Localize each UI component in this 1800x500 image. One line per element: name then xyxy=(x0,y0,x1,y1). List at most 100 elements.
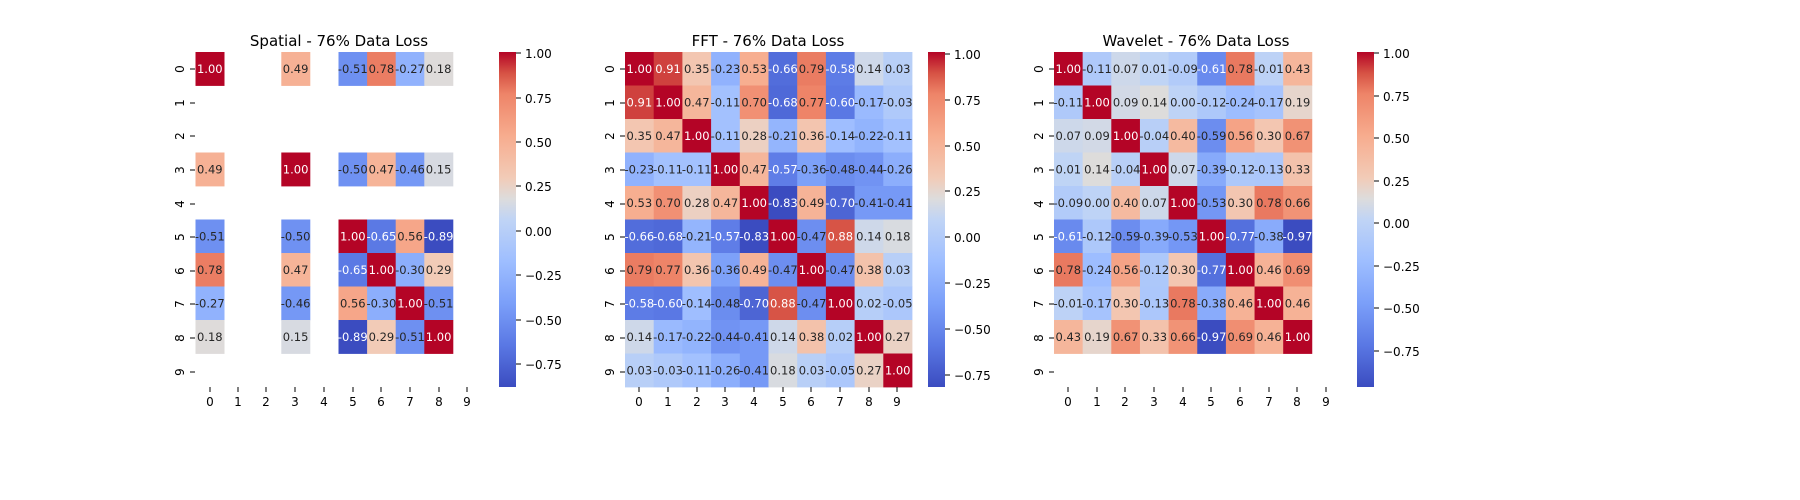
colorbar-tick-label: 0.50 xyxy=(1383,132,1410,146)
heatmap-cell xyxy=(1111,219,1141,254)
heatmap-cell xyxy=(797,320,827,354)
heatmap-cell xyxy=(711,52,741,86)
heatmap-cell xyxy=(825,186,855,220)
x-tick-label: 2 xyxy=(693,395,701,409)
heatmap-cell-label: 0.49 xyxy=(741,263,767,277)
colorbar-tick-label: −0.50 xyxy=(954,323,991,337)
y-tick-label: 5 xyxy=(1032,233,1046,241)
x-tick-label: 3 xyxy=(291,395,299,409)
heatmap-cell-label: 1.00 xyxy=(1084,95,1110,109)
heatmap-cell-label: 0.53 xyxy=(627,196,653,210)
heatmap-cell xyxy=(653,219,683,254)
heatmap-cell-label: 0.33 xyxy=(1285,162,1311,176)
colorbar: 1.00 0.75 0.50 0.25 0.00 −0.25 −0.50 −0.… xyxy=(499,47,562,387)
heatmap-cell xyxy=(281,219,311,254)
x-tick-label: 0 xyxy=(206,395,214,409)
colorbar-tick-label: −0.50 xyxy=(1383,302,1420,316)
heatmap-cell xyxy=(1254,152,1284,187)
heatmap-cell xyxy=(1054,119,1084,153)
heatmap-cell-label: -0.17 xyxy=(1082,296,1112,310)
heatmap-cell-label: -0.51 xyxy=(338,62,368,76)
heatmap-cell-label: -0.38 xyxy=(1254,229,1284,243)
heatmap-cell-label: 0.47 xyxy=(684,95,710,109)
heatmap-cell-label: 1.00 xyxy=(799,263,825,277)
heatmap-cells: 1.00 0.49 -0.51 0.78 -0.27 0.180.49 1.00 -0.50 0… xyxy=(195,52,454,354)
heatmap-cell-label: -0.26 xyxy=(711,363,741,377)
heatmap-cell-label: 1.00 xyxy=(369,263,395,277)
heatmap-cell xyxy=(1082,119,1112,153)
heatmap-cell xyxy=(1283,253,1313,287)
heatmap-cell-label: -0.23 xyxy=(711,62,741,76)
heatmap-cell-label: -0.97 xyxy=(1197,330,1227,344)
heatmap-cell-label: -0.14 xyxy=(825,129,855,143)
heatmap-cell-label: 1.00 xyxy=(283,162,309,176)
heatmap-cell xyxy=(768,52,798,86)
heatmap-cell-label: 0.77 xyxy=(799,95,825,109)
heatmap-cell xyxy=(883,286,913,321)
heatmap-cells: 1.00 -0.11 0.07 0.01 -0.09-0.61 0.78 -0.01 0.43… xyxy=(1053,52,1312,354)
heatmap-cell-label: 0.03 xyxy=(799,363,825,377)
heatmap-cell xyxy=(825,286,855,321)
heatmap-cell xyxy=(1082,152,1112,187)
heatmap-cell xyxy=(1197,320,1227,354)
y-tick-label: 7 xyxy=(1032,300,1046,308)
heatmap-cell-label: -0.51 xyxy=(195,229,225,243)
heatmap-cell-label: -0.39 xyxy=(1139,229,1169,243)
heatmap-cell xyxy=(1082,186,1112,220)
heatmap-cell xyxy=(1283,52,1313,86)
y-tick-label: 3 xyxy=(173,166,187,174)
heatmap-cell xyxy=(883,119,913,153)
heatmap-cell-label: -0.23 xyxy=(624,162,654,176)
heatmap-cell xyxy=(1168,286,1198,321)
heatmap-cell xyxy=(653,353,683,388)
x-tick-label: 7 xyxy=(406,395,414,409)
heatmap-cell-label: 0.88 xyxy=(827,229,853,243)
heatmap-cell-label: 0.47 xyxy=(713,196,739,210)
chart-title: Spatial - 76% Data Loss xyxy=(250,32,428,50)
heatmap-cell xyxy=(711,320,741,354)
heatmap-cell-label: 0.09 xyxy=(1084,129,1110,143)
colorbar-tick-label: 0.00 xyxy=(525,225,552,239)
y-axis: 0 1 2 3 4 5 6 7 8 9 xyxy=(173,65,195,376)
heatmap-cell-label: 1.00 xyxy=(627,62,653,76)
x-tick-label: 4 xyxy=(1179,395,1187,409)
heatmap-cell-label: -0.01 xyxy=(1254,62,1284,76)
heatmap-cell-label: -0.60 xyxy=(825,95,855,109)
heatmap-cell-label: 0.33 xyxy=(1141,330,1167,344)
heatmap-cell-label: 0.78 xyxy=(1256,196,1282,210)
heatmap-cell xyxy=(1082,253,1112,287)
heatmap-cell-label: 0.47 xyxy=(369,162,395,176)
y-tick-label: 5 xyxy=(603,233,617,241)
heatmap-cell-label: 1.00 xyxy=(397,296,423,310)
heatmap-cell xyxy=(1283,186,1313,220)
heatmap-cell xyxy=(797,119,827,153)
x-tick-label: 6 xyxy=(377,395,385,409)
x-axis: 0 1 2 3 4 5 6 7 8 9 xyxy=(206,387,471,409)
x-tick-label: 5 xyxy=(779,395,787,409)
heatmap-cell-label: 0.30 xyxy=(1227,196,1253,210)
heatmap-cell-label: -0.48 xyxy=(825,162,855,176)
heatmap-cell xyxy=(1111,119,1141,153)
heatmap-cell xyxy=(424,52,454,86)
heatmap-cell-label: 1.00 xyxy=(1285,330,1311,344)
heatmap-cell xyxy=(768,119,798,153)
heatmap-cell xyxy=(1225,186,1255,220)
heatmap-cell-label: 0.70 xyxy=(655,196,681,210)
heatmap-cell-label: -0.11 xyxy=(682,363,712,377)
heatmap-cell xyxy=(625,253,655,287)
heatmap-cell-label: -0.77 xyxy=(1225,229,1255,243)
heatmap-cell-label: -0.48 xyxy=(711,296,741,310)
heatmap-cell xyxy=(195,152,225,187)
heatmap-cell-label: 1.00 xyxy=(426,330,452,344)
heatmap-cell-label: -0.22 xyxy=(854,129,884,143)
y-tick-label: 0 xyxy=(173,65,187,73)
heatmap-cell xyxy=(1139,186,1169,220)
heatmap-cell xyxy=(281,52,311,86)
heatmap-cell-label: 0.56 xyxy=(340,296,366,310)
heatmap-cell-label: -0.11 xyxy=(711,95,741,109)
heatmap-cell-label: 0.43 xyxy=(1056,330,1082,344)
heatmap-cell-label: 1.00 xyxy=(197,62,223,76)
heatmap-cell-label: -0.60 xyxy=(653,296,683,310)
heatmap-cell-label: 0.29 xyxy=(426,263,452,277)
